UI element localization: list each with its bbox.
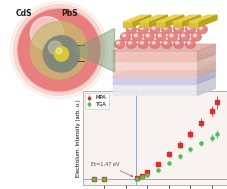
Polygon shape <box>76 28 115 72</box>
Polygon shape <box>189 15 217 22</box>
Circle shape <box>30 22 88 79</box>
Circle shape <box>188 41 190 44</box>
Circle shape <box>10 2 108 99</box>
Circle shape <box>185 25 195 34</box>
Circle shape <box>30 17 64 50</box>
Legend: MPA, TGA: MPA, TGA <box>86 93 109 109</box>
Polygon shape <box>197 70 215 84</box>
Polygon shape <box>123 15 151 22</box>
Circle shape <box>14 5 104 95</box>
Polygon shape <box>156 22 166 26</box>
Circle shape <box>17 8 101 92</box>
Polygon shape <box>166 15 184 26</box>
Polygon shape <box>197 44 215 61</box>
Circle shape <box>152 41 155 44</box>
Circle shape <box>162 40 172 48</box>
Circle shape <box>150 25 160 34</box>
Circle shape <box>144 33 154 41</box>
Circle shape <box>49 41 62 54</box>
Circle shape <box>182 34 185 37</box>
Circle shape <box>117 41 120 44</box>
Circle shape <box>152 27 155 29</box>
Polygon shape <box>123 22 133 26</box>
Polygon shape <box>197 54 215 69</box>
Circle shape <box>158 34 161 37</box>
Polygon shape <box>140 22 150 26</box>
Polygon shape <box>199 15 217 26</box>
Circle shape <box>199 27 202 29</box>
Circle shape <box>188 27 190 29</box>
Polygon shape <box>156 15 184 22</box>
Polygon shape <box>173 22 183 26</box>
Circle shape <box>174 25 184 34</box>
Circle shape <box>43 36 79 72</box>
Polygon shape <box>197 62 215 77</box>
Circle shape <box>191 33 201 41</box>
Polygon shape <box>113 70 215 77</box>
Circle shape <box>164 27 167 29</box>
Y-axis label: Electrolum. Intensity (arb. u.): Electrolum. Intensity (arb. u.) <box>76 99 81 177</box>
Circle shape <box>193 34 196 37</box>
Circle shape <box>197 25 207 34</box>
Circle shape <box>128 41 131 44</box>
Circle shape <box>164 41 167 44</box>
Polygon shape <box>113 51 197 61</box>
Polygon shape <box>150 15 167 26</box>
Circle shape <box>18 9 100 91</box>
Circle shape <box>115 40 125 48</box>
Polygon shape <box>113 61 197 69</box>
Circle shape <box>140 27 143 29</box>
Polygon shape <box>113 84 197 95</box>
Circle shape <box>168 33 178 41</box>
Circle shape <box>156 33 166 41</box>
Circle shape <box>138 40 148 48</box>
Text: PbS: PbS <box>62 9 78 18</box>
Circle shape <box>162 25 172 34</box>
Polygon shape <box>189 22 199 26</box>
Text: Et=1,47 eV: Et=1,47 eV <box>91 162 133 177</box>
Circle shape <box>140 41 143 44</box>
Circle shape <box>146 34 149 37</box>
Polygon shape <box>113 54 215 61</box>
Text: CdS: CdS <box>15 9 32 18</box>
Circle shape <box>138 25 148 34</box>
Circle shape <box>176 27 179 29</box>
Circle shape <box>134 34 137 37</box>
Circle shape <box>54 47 69 61</box>
Polygon shape <box>113 69 197 77</box>
Circle shape <box>121 33 131 41</box>
Circle shape <box>56 48 62 54</box>
Polygon shape <box>113 62 215 69</box>
Circle shape <box>126 25 136 34</box>
Circle shape <box>185 40 195 48</box>
Circle shape <box>174 40 184 48</box>
Polygon shape <box>113 77 215 84</box>
Circle shape <box>150 40 160 48</box>
Circle shape <box>126 40 136 48</box>
Polygon shape <box>113 77 197 84</box>
Polygon shape <box>197 77 215 95</box>
Circle shape <box>123 34 126 37</box>
Polygon shape <box>173 15 200 22</box>
Polygon shape <box>140 15 167 22</box>
Circle shape <box>176 41 179 44</box>
Circle shape <box>132 33 142 41</box>
Circle shape <box>180 33 190 41</box>
Polygon shape <box>113 44 215 51</box>
Circle shape <box>128 27 131 29</box>
Circle shape <box>170 34 173 37</box>
Polygon shape <box>183 15 200 26</box>
Polygon shape <box>133 15 151 26</box>
